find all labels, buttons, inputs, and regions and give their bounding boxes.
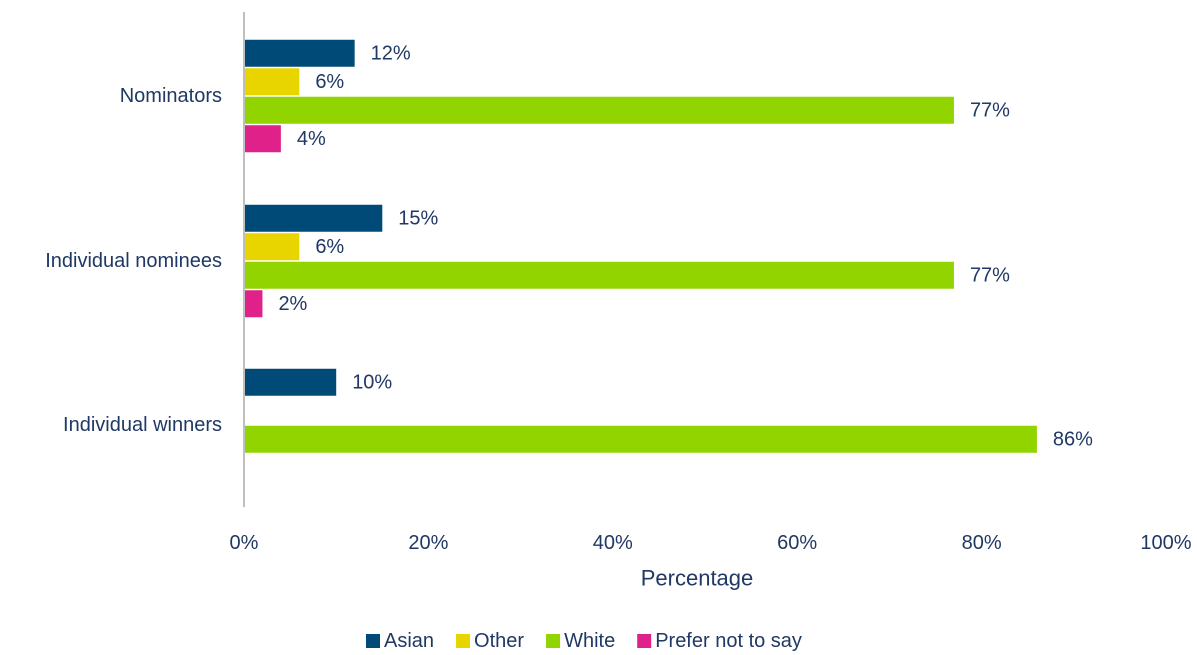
legend-label: Prefer not to say [655, 630, 802, 652]
legend-label: Other [474, 630, 524, 652]
bar-white-individual-winners [244, 425, 1037, 453]
category-label: Nominators [120, 85, 222, 107]
x-axis-title: Percentage [641, 566, 754, 591]
legend-item-prefer-not-to-say: Prefer not to say [637, 630, 802, 652]
data-label: 6% [315, 236, 344, 258]
bar-white-nominators [244, 96, 954, 124]
legend-label: White [564, 630, 615, 652]
legend-item-other: Other [456, 630, 524, 652]
data-label: 2% [278, 293, 307, 315]
data-label: 4% [297, 128, 326, 150]
x-tick-label: 100% [1140, 532, 1191, 554]
category-label: Individual nominees [45, 250, 222, 272]
bar-asian-individual-winners [244, 368, 337, 396]
x-tick-label: 60% [777, 532, 817, 554]
legend-item-asian: Asian [366, 630, 434, 652]
x-tick-label: 80% [962, 532, 1002, 554]
data-labels-layer: 12% 6% 77% 4% 15% 6% 77% 2% 10% 86% [278, 42, 1093, 450]
x-tick-label: 40% [593, 532, 633, 554]
bar-prefer-not-to-say-nominators [244, 125, 281, 153]
legend-swatch [546, 634, 561, 648]
x-tick-label: 0% [230, 532, 259, 554]
bar-prefer-not-to-say-individual-nominees [244, 290, 263, 318]
data-label: 86% [1053, 428, 1093, 450]
legend-label: Asian [384, 630, 434, 652]
data-label: 77% [970, 99, 1010, 121]
x-tick-label: 20% [408, 532, 448, 554]
category-label: Individual winners [63, 414, 222, 436]
legend: Asian Other White Prefer not to say [366, 630, 802, 652]
data-label: 12% [371, 42, 411, 64]
bar-asian-nominators [244, 39, 355, 67]
bar-other-individual-nominees [244, 233, 300, 261]
category-labels: Nominators Individual nominees Individual … [45, 85, 222, 436]
data-label: 15% [398, 207, 438, 229]
bar-other-nominators [244, 68, 300, 96]
bar-asian-individual-nominees [244, 204, 383, 232]
data-label: 77% [970, 264, 1010, 286]
legend-swatch [637, 634, 652, 648]
legend-swatch [366, 634, 380, 648]
legend-swatch [456, 634, 471, 648]
data-label: 10% [352, 371, 392, 393]
x-axis-tick-labels: 0% 20% 40% 60% 80% 100% [230, 532, 1192, 554]
bar-white-individual-nominees [244, 261, 954, 289]
legend-item-white: White [546, 630, 615, 652]
data-label: 6% [315, 71, 344, 93]
bars-layer [244, 39, 1037, 453]
